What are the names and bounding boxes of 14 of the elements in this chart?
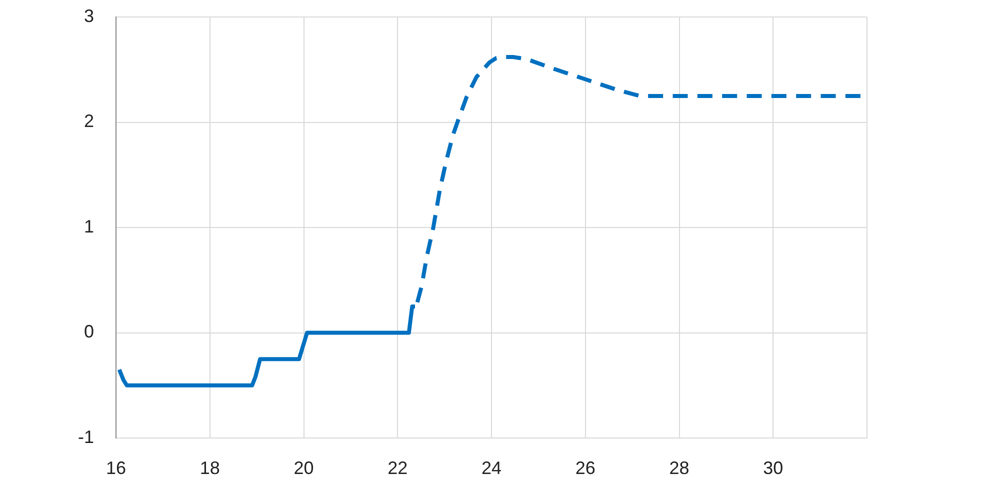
x-tick-label: 26: [575, 458, 596, 478]
x-tick-label: 16: [106, 458, 126, 478]
y-tick-label: 0: [84, 322, 94, 342]
y-tick-label: 2: [84, 111, 94, 132]
x-tick-label: 22: [388, 458, 408, 478]
x-tick-label: 28: [669, 458, 690, 478]
y-tick-label: 3: [84, 6, 94, 26]
y-tick-label: 1: [84, 216, 94, 236]
x-tick-label: 18: [200, 458, 220, 478]
y-tick-label: -1: [78, 426, 94, 447]
x-tick-label: 24: [481, 458, 502, 478]
x-tick-label: 20: [294, 458, 314, 478]
x-tick-label: 30: [763, 458, 784, 478]
line-series: [415, 54, 862, 304]
